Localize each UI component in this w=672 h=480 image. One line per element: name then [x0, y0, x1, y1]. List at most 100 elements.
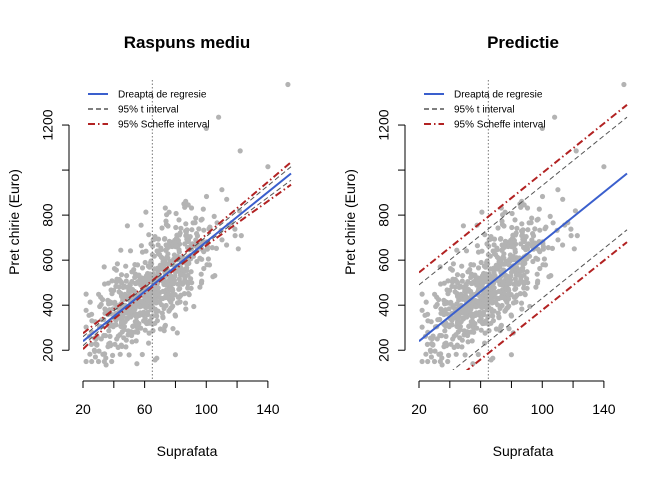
data-point	[488, 299, 494, 305]
data-point	[423, 299, 429, 305]
data-point	[146, 232, 152, 238]
data-point	[138, 243, 144, 249]
data-point	[470, 361, 476, 367]
data-point	[102, 333, 109, 339]
t-interval-upper-line	[83, 166, 292, 338]
data-point	[117, 351, 123, 357]
data-point	[150, 328, 156, 334]
y-tick-label: 600	[376, 248, 392, 272]
data-point	[173, 242, 179, 248]
data-point	[474, 325, 480, 331]
data-point	[435, 317, 441, 323]
data-point	[172, 292, 178, 298]
data-point	[537, 265, 543, 272]
data-point	[540, 262, 546, 268]
data-point	[235, 246, 241, 252]
data-point	[265, 164, 271, 170]
data-point	[524, 276, 530, 282]
data-point	[441, 311, 447, 318]
data-point	[143, 248, 149, 254]
data-point	[552, 114, 558, 120]
data-point	[549, 245, 556, 251]
data-point	[438, 333, 445, 339]
data-point	[159, 225, 165, 231]
data-point	[495, 255, 502, 261]
data-point	[106, 328, 112, 334]
data-point	[188, 205, 195, 211]
data-point	[521, 272, 527, 278]
data-point	[107, 340, 113, 346]
data-point	[152, 320, 158, 326]
data-point	[508, 292, 514, 298]
data-point	[111, 287, 117, 293]
data-point	[519, 221, 525, 227]
data-point	[176, 217, 182, 223]
data-point	[501, 261, 507, 267]
data-point	[513, 285, 519, 292]
data-point	[448, 341, 454, 347]
data-point	[111, 266, 118, 272]
data-point	[491, 265, 497, 271]
data-point	[424, 341, 430, 347]
x-axis: 20 60 100 140	[75, 380, 280, 417]
data-point	[186, 260, 192, 266]
data-point	[474, 243, 480, 249]
y-axis-label: Pret chirie (Euro)	[6, 169, 22, 275]
x-tick-label: 20	[75, 401, 91, 417]
y-axis-label: Pret chirie (Euro)	[342, 169, 358, 275]
data-point	[166, 238, 172, 244]
data-point	[132, 274, 138, 280]
data-point	[439, 355, 445, 361]
data-point	[574, 233, 580, 239]
data-point	[501, 243, 507, 249]
data-point	[120, 320, 126, 326]
data-point	[547, 213, 553, 219]
data-point	[135, 329, 141, 335]
data-point	[114, 261, 120, 267]
data-point	[550, 220, 556, 226]
data-point	[527, 303, 533, 310]
data-point	[165, 251, 171, 257]
data-point	[173, 210, 179, 217]
data-point	[121, 335, 127, 341]
data-point	[224, 242, 230, 248]
data-point	[157, 252, 163, 258]
data-point	[459, 344, 465, 350]
interval-lines	[419, 104, 628, 370]
data-point	[499, 282, 505, 288]
y-tick-label: 600	[40, 248, 56, 272]
data-point	[201, 249, 207, 255]
data-point	[445, 358, 451, 365]
data-point	[434, 294, 440, 300]
data-point	[198, 217, 204, 223]
panel-predictie: Predictie Suprafata Pret chirie (Euro) 2…	[342, 33, 628, 459]
data-point	[160, 314, 166, 320]
data-point	[219, 237, 225, 243]
data-point	[88, 341, 94, 347]
data-point	[213, 245, 219, 251]
data-point	[149, 304, 156, 310]
data-point	[486, 328, 492, 334]
data-point	[479, 273, 486, 279]
data-point	[456, 320, 462, 326]
data-point	[111, 300, 117, 306]
data-point	[463, 289, 469, 295]
data-point	[457, 327, 463, 333]
data-point	[146, 340, 152, 346]
data-point	[146, 264, 153, 270]
data-point	[165, 243, 171, 249]
data-point	[488, 320, 494, 326]
data-point	[465, 339, 471, 345]
data-point	[457, 294, 463, 300]
data-point	[102, 281, 108, 287]
data-point	[170, 326, 176, 332]
data-point	[499, 218, 505, 224]
data-point	[534, 217, 540, 223]
data-point	[155, 308, 161, 314]
legend-label: 95% Scheffe interval	[118, 120, 210, 131]
data-point	[545, 245, 551, 251]
data-point	[209, 245, 215, 251]
data-point	[189, 227, 195, 233]
data-point	[519, 306, 525, 312]
